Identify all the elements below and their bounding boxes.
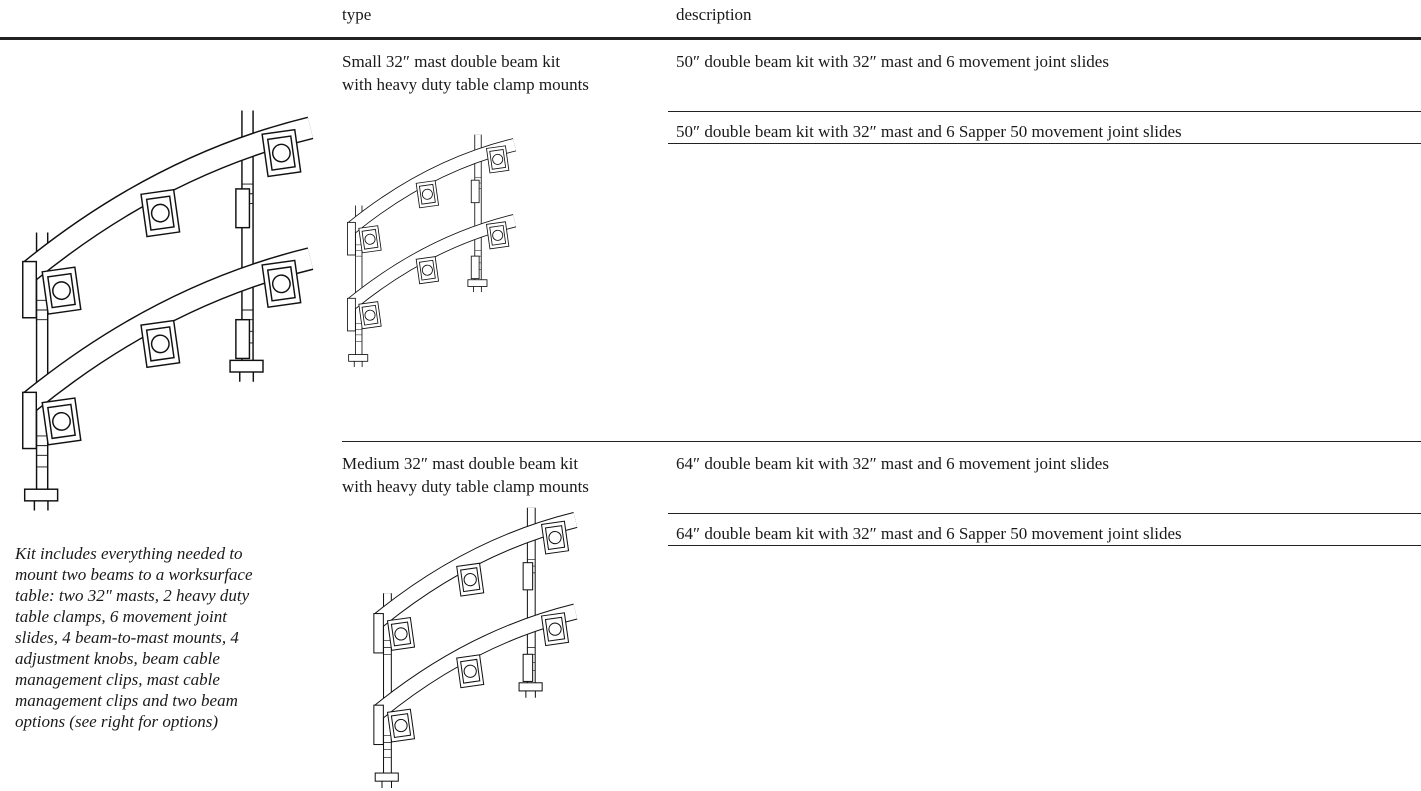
caption-line: management clips, mast cable xyxy=(15,670,220,689)
caption-line: Kit includes everything needed to xyxy=(15,544,243,563)
type-line: Small 32″ mast double beam kit xyxy=(342,52,561,71)
description: 64″ double beam kit with 32″ mast and 6 … xyxy=(676,454,1109,473)
caption-line: adjustment knobs, beam cable xyxy=(15,649,220,668)
caption-line: table: two 32″ masts, 2 heavy duty xyxy=(15,586,250,605)
caption-line: options (see right for options) xyxy=(15,712,219,731)
type-line: with heavy duty table clamp mounts xyxy=(342,75,589,94)
description: 50″ double beam kit with 32″ mast and 6 … xyxy=(676,52,1109,71)
kit-illustration xyxy=(15,100,325,520)
caption-line: mount two beams to a worksurface xyxy=(15,565,253,584)
caption-line: table clamps, 6 movement joint xyxy=(15,607,227,626)
column-header: type xyxy=(342,5,372,24)
description: 50″ double beam kit with 32″ mast and 6 … xyxy=(676,122,1182,141)
description-rule xyxy=(668,545,1421,546)
caption-line: slides, 4 beam-to-mast mounts, 4 xyxy=(15,628,239,647)
small-kit-illustration xyxy=(343,118,523,383)
medium-kit-illustration xyxy=(343,505,611,790)
description: 64″ double beam kit with 32″ mast and 6 … xyxy=(676,524,1182,543)
type-line: Medium 32″ mast double beam kit xyxy=(342,454,579,473)
column-header: description xyxy=(676,5,752,24)
description-rule xyxy=(668,143,1421,144)
row-rule xyxy=(342,441,1421,442)
type-line: with heavy duty table clamp mounts xyxy=(342,477,589,496)
header-rule xyxy=(0,37,1421,40)
description-rule xyxy=(668,111,1421,112)
caption-line: management clips and two beam xyxy=(15,691,238,710)
description-rule xyxy=(668,513,1421,514)
